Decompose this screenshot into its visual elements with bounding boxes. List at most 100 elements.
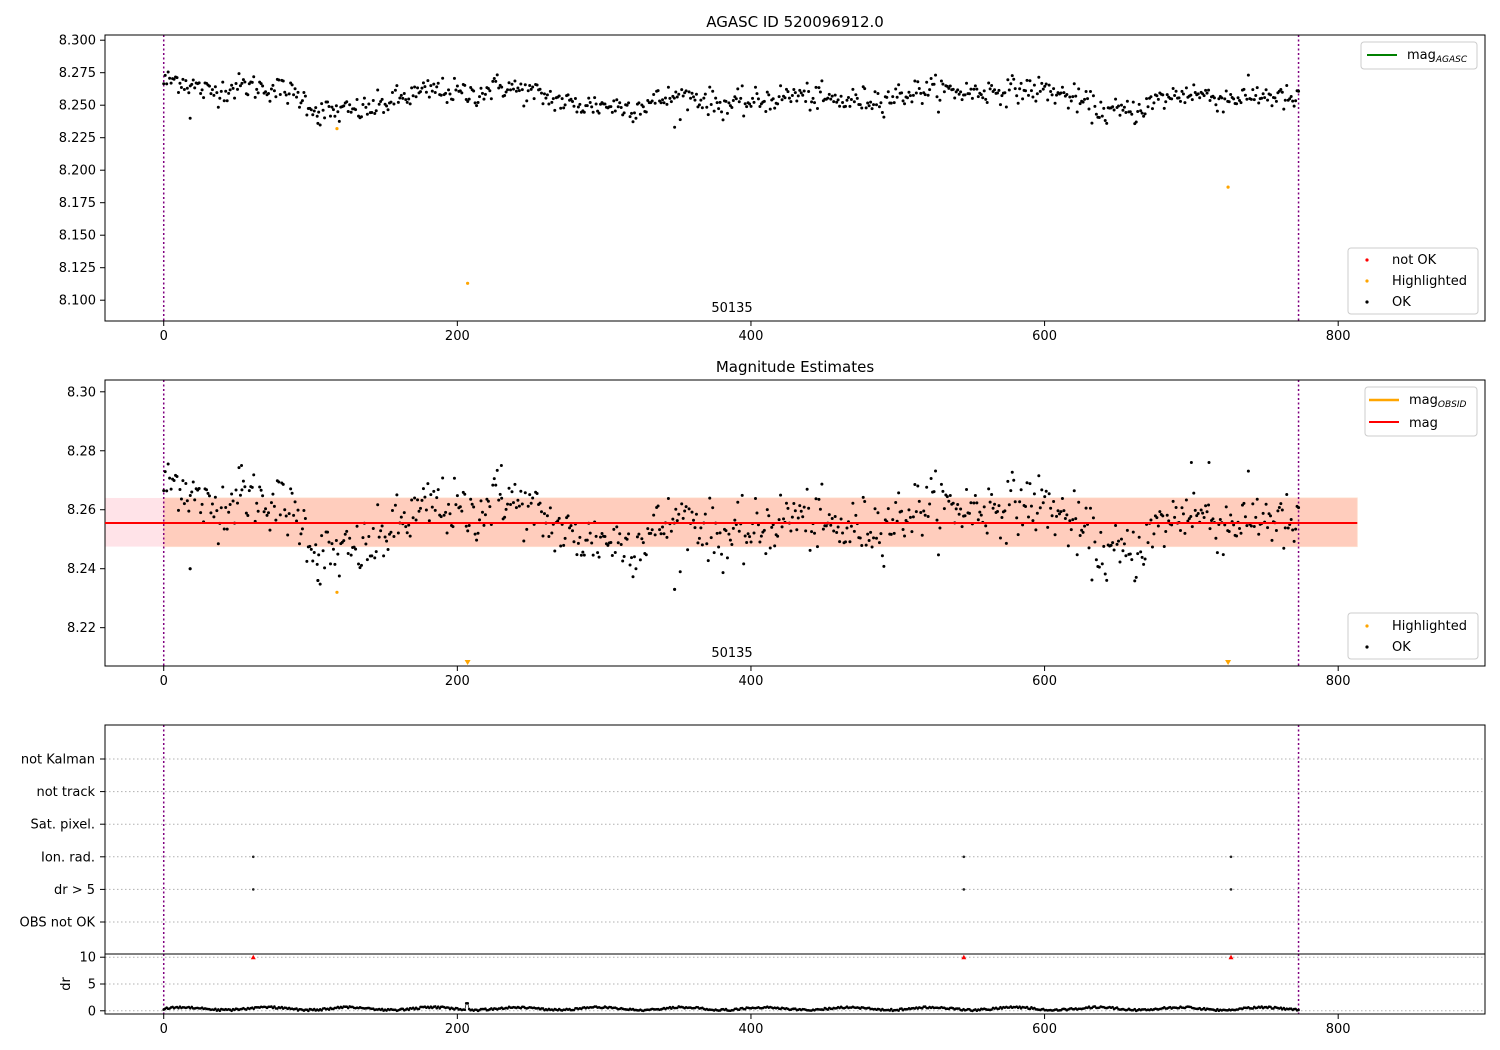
ok-point bbox=[1173, 515, 1177, 519]
ok-point bbox=[694, 92, 698, 96]
ok-point bbox=[618, 101, 622, 105]
ok-point bbox=[442, 513, 446, 517]
ok-point bbox=[420, 86, 424, 90]
ok-point bbox=[824, 524, 828, 528]
ok-point bbox=[777, 518, 781, 522]
ok-point bbox=[817, 497, 821, 501]
ok-point bbox=[708, 496, 712, 500]
ok-point bbox=[903, 534, 907, 538]
ok-point bbox=[845, 526, 849, 530]
ok-point bbox=[932, 490, 936, 494]
ok-point bbox=[612, 99, 616, 103]
ok-point bbox=[445, 531, 449, 535]
ok-point bbox=[1081, 100, 1085, 104]
ok-point bbox=[570, 529, 574, 533]
ok-point bbox=[807, 90, 811, 94]
ok-point bbox=[737, 529, 741, 533]
ok-point bbox=[1068, 95, 1072, 99]
ok-point bbox=[911, 515, 915, 519]
ok-point bbox=[1208, 527, 1212, 531]
ok-point bbox=[1019, 488, 1023, 492]
panel-agasc-title: AGASC ID 520096912.0 bbox=[706, 13, 884, 31]
ok-point bbox=[1193, 90, 1197, 94]
ok-point bbox=[1134, 120, 1138, 124]
ok-point bbox=[1077, 500, 1081, 504]
ok-point bbox=[674, 507, 678, 511]
ok-point bbox=[765, 90, 769, 94]
ok-point bbox=[188, 567, 192, 571]
ok-point bbox=[1245, 97, 1249, 101]
ok-point bbox=[1251, 502, 1255, 506]
ok-point bbox=[1010, 470, 1014, 474]
ok-point bbox=[1193, 508, 1197, 512]
ok-point bbox=[292, 93, 296, 97]
ok-point bbox=[337, 119, 341, 123]
ok-point bbox=[582, 110, 586, 114]
ok-point bbox=[300, 527, 304, 531]
ok-point bbox=[1031, 519, 1035, 523]
ok-point bbox=[472, 89, 476, 93]
ok-point bbox=[1097, 115, 1101, 119]
ok-point bbox=[997, 88, 1001, 92]
ok-point bbox=[705, 105, 709, 109]
ok-point bbox=[495, 468, 499, 472]
ok-point bbox=[228, 503, 232, 507]
ok-point bbox=[1060, 497, 1064, 501]
ok-point bbox=[752, 531, 756, 535]
ok-point bbox=[1142, 562, 1146, 566]
ok-point bbox=[638, 112, 642, 116]
ok-point bbox=[1276, 509, 1280, 513]
ok-point bbox=[519, 489, 523, 493]
ok-point bbox=[889, 532, 893, 536]
ok-point bbox=[210, 502, 214, 506]
ok-point bbox=[1074, 94, 1078, 98]
ok-point bbox=[1267, 512, 1271, 516]
ok-point bbox=[680, 502, 684, 506]
legend-label-not-ok: not OK bbox=[1392, 253, 1437, 268]
ok-point bbox=[1143, 112, 1147, 116]
ok-point bbox=[699, 98, 703, 102]
ok-point bbox=[1239, 531, 1243, 535]
ok-point bbox=[1266, 98, 1270, 102]
ok-point bbox=[472, 505, 476, 509]
ok-point bbox=[417, 509, 421, 513]
ok-point bbox=[312, 109, 316, 113]
y-tick-label: 8.100 bbox=[59, 294, 96, 309]
ok-point bbox=[1282, 107, 1286, 111]
ok-point bbox=[302, 91, 306, 95]
ok-point bbox=[323, 116, 327, 120]
ok-point bbox=[1053, 533, 1057, 537]
ok-point bbox=[420, 498, 424, 502]
flag-point bbox=[251, 888, 255, 891]
ok-point bbox=[447, 88, 451, 92]
ok-point bbox=[423, 85, 427, 89]
ok-point bbox=[1146, 541, 1150, 545]
ok-point bbox=[371, 98, 375, 102]
ok-point bbox=[1136, 552, 1140, 556]
ok-point bbox=[736, 500, 740, 504]
ok-points-series-2 bbox=[162, 461, 1301, 591]
ok-point bbox=[1264, 88, 1268, 92]
ok-point bbox=[783, 96, 787, 100]
ok-point bbox=[1285, 492, 1289, 496]
ok-point bbox=[1161, 93, 1165, 97]
ok-point bbox=[841, 531, 845, 535]
ok-point bbox=[367, 535, 371, 539]
ok-point bbox=[1117, 539, 1121, 543]
ok-point bbox=[414, 518, 418, 522]
ok-point bbox=[380, 97, 384, 101]
ok-point bbox=[274, 518, 278, 522]
ok-point bbox=[311, 559, 315, 563]
ok-point bbox=[383, 535, 387, 539]
ok-point bbox=[767, 514, 771, 518]
ok-point bbox=[830, 94, 834, 98]
ok-point bbox=[780, 525, 784, 529]
ok-point bbox=[277, 480, 281, 484]
ok-point bbox=[222, 527, 226, 531]
ok-point bbox=[965, 488, 969, 492]
ok-point bbox=[1146, 105, 1150, 109]
ok-point bbox=[715, 531, 719, 535]
ok-point bbox=[714, 96, 718, 100]
ok-point bbox=[841, 100, 845, 104]
ok-point bbox=[786, 506, 790, 510]
